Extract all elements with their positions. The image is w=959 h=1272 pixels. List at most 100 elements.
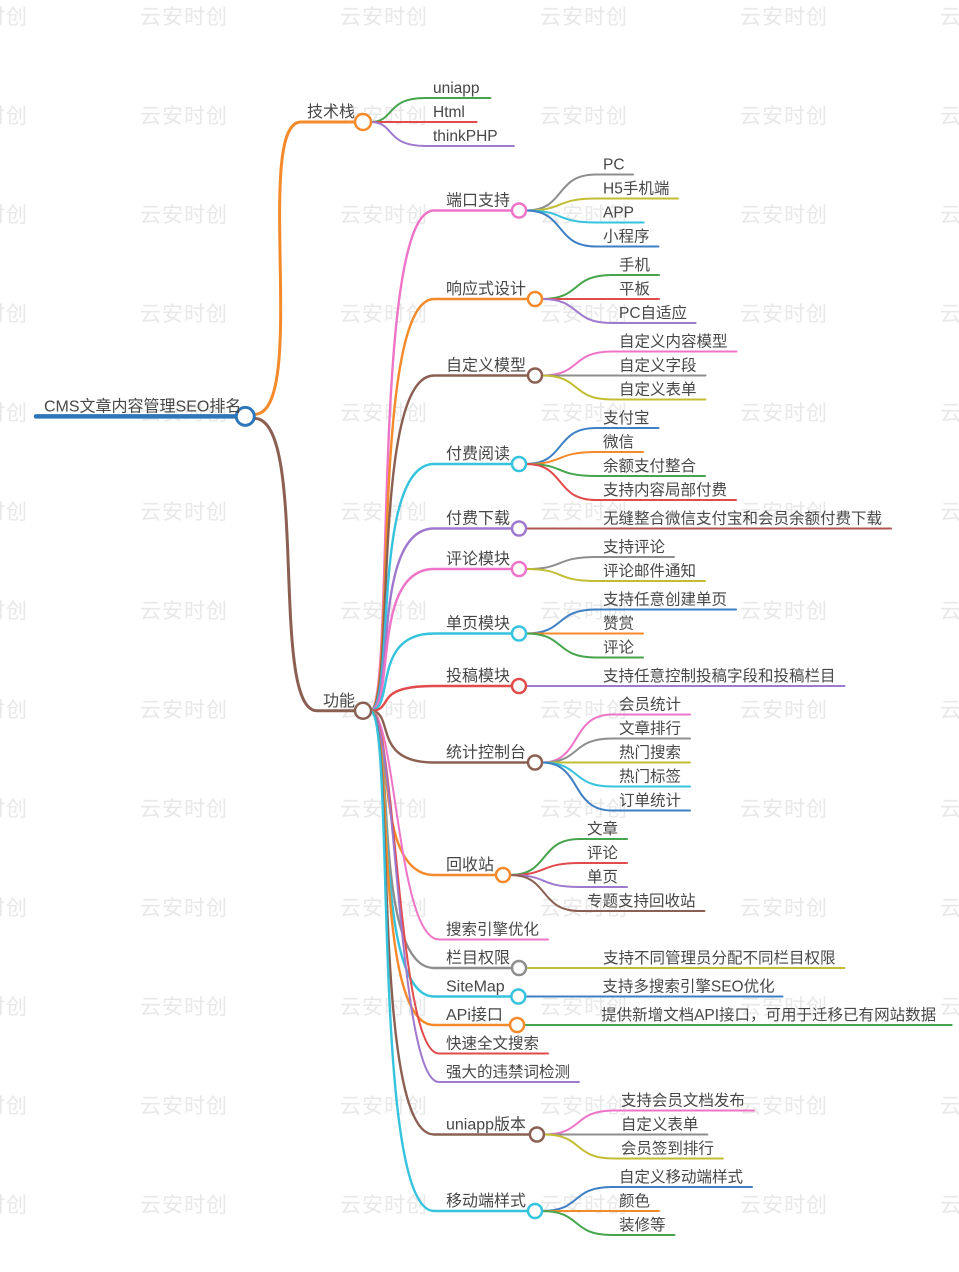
node-connector[interactable] [353, 112, 373, 132]
node-label[interactable]: SiteMap [446, 979, 505, 996]
mind-node[interactable]: 支持内容局部付费 [603, 481, 727, 499]
mind-node[interactable]: uniapp [433, 80, 480, 97]
mind-node[interactable]: 自定义内容模型 [619, 333, 728, 351]
node-label[interactable]: 搜索引擎优化 [446, 921, 539, 939]
mind-node[interactable]: 端口支持 [446, 192, 528, 219]
mind-node[interactable]: 自定义表单 [619, 381, 697, 399]
mind-node[interactable]: 赞赏 [603, 615, 634, 633]
mind-node[interactable]: PC [603, 157, 625, 174]
mind-node[interactable]: 支持不同管理员分配不同栏目权限 [603, 949, 836, 967]
node-label[interactable]: 小程序 [603, 228, 650, 246]
node-label[interactable]: 平板 [619, 280, 650, 298]
node-label[interactable]: 专题支持回收站 [587, 892, 696, 910]
mind-node[interactable]: 支持任意控制投稿字段和投稿栏目 [603, 666, 836, 685]
mind-node[interactable]: 搜索引擎优化 [446, 921, 539, 939]
mind-node[interactable]: 会员统计 [619, 696, 681, 714]
mind-node[interactable]: 热门搜索 [619, 744, 681, 762]
node-label[interactable]: 赞赏 [603, 615, 634, 633]
mind-node[interactable]: 订单统计 [619, 792, 681, 810]
node-connector[interactable] [510, 520, 528, 537]
mind-node[interactable]: 支持任意创建单页 [603, 590, 727, 609]
mind-node[interactable]: APi接口 [446, 1006, 526, 1034]
node-label[interactable]: 快速全文搜索 [446, 1035, 539, 1053]
node-label[interactable]: APP [603, 205, 634, 222]
node-label[interactable]: 自定义模型 [446, 357, 526, 375]
node-label[interactable]: 技术栈 [307, 103, 355, 121]
node-label[interactable]: 支持多搜索引擎SEO优化 [602, 978, 774, 996]
node-label[interactable]: 评论 [587, 844, 619, 862]
mind-node[interactable]: 评论邮件通知 [603, 562, 696, 580]
mind-node[interactable]: uniapp版本 [446, 1116, 546, 1143]
mind-node-branch[interactable]: 功能 [323, 692, 373, 720]
node-label[interactable]: 强大的违禁词检测 [446, 1063, 570, 1081]
node-connector[interactable] [234, 405, 256, 427]
mind-node[interactable]: SiteMap [446, 979, 527, 1005]
node-label[interactable]: APi接口 [446, 1006, 503, 1024]
node-connector[interactable] [510, 959, 528, 977]
mind-node[interactable]: 小程序 [603, 228, 650, 246]
node-label[interactable]: 移动端样式 [446, 1192, 526, 1210]
mind-node[interactable]: 颜色 [619, 1192, 650, 1210]
node-label[interactable]: 投稿模块 [446, 667, 510, 685]
mind-node-branch[interactable]: 技术栈 [307, 103, 373, 132]
node-label[interactable]: 支持任意控制投稿字段和投稿栏目 [603, 666, 836, 685]
node-label[interactable]: CMS文章内容管理SEO排名 [44, 397, 241, 415]
mind-node[interactable]: 装修等 [619, 1216, 666, 1234]
node-label[interactable]: H5手机端 [603, 180, 669, 198]
node-connector[interactable] [526, 754, 544, 771]
node-label[interactable]: 回收站 [446, 856, 494, 874]
mind-node-root[interactable]: CMS文章内容管理SEO排名 [33, 397, 256, 427]
node-label[interactable]: 自定义表单 [619, 381, 697, 399]
mind-node[interactable]: 支付宝 [603, 409, 650, 427]
mind-node[interactable]: 栏目权限 [446, 949, 528, 977]
node-label[interactable]: 提供新增文档API接口，可用于迁移已有网站数据 [601, 1006, 936, 1024]
node-label[interactable]: thinkPHP [433, 128, 498, 145]
node-label[interactable]: 手机 [619, 256, 651, 274]
mind-node[interactable]: 自定义字段 [619, 357, 697, 375]
node-label[interactable]: 响应式设计 [446, 279, 526, 298]
mind-node[interactable]: 自定义移动端样式 [619, 1168, 743, 1186]
node-label[interactable]: uniapp版本 [446, 1116, 526, 1134]
node-label[interactable]: 栏目权限 [446, 949, 510, 967]
node-label[interactable]: 文章 [587, 820, 618, 838]
node-label[interactable]: 自定义内容模型 [619, 333, 728, 351]
node-label[interactable]: 文章排行 [619, 720, 681, 738]
mind-node[interactable]: 平板 [619, 280, 650, 298]
node-connector[interactable] [510, 677, 528, 695]
mind-node[interactable]: 专题支持回收站 [587, 892, 696, 910]
node-label[interactable]: 评论 [603, 639, 635, 657]
mind-node[interactable]: 快速全文搜索 [446, 1035, 539, 1053]
node-label[interactable]: 自定义表单 [621, 1116, 699, 1134]
mind-node[interactable]: 投稿模块 [446, 667, 528, 695]
node-connector[interactable] [528, 1126, 546, 1143]
node-label[interactable]: 装修等 [619, 1216, 666, 1234]
node-connector[interactable] [510, 560, 528, 578]
mind-node[interactable]: Html [433, 104, 465, 121]
mind-node[interactable]: 付费阅读 [446, 445, 528, 473]
mind-node[interactable]: 文章 [587, 820, 618, 838]
mind-node[interactable]: thinkPHP [433, 128, 498, 145]
node-label[interactable]: PC [603, 157, 625, 174]
mind-node[interactable]: 移动端样式 [446, 1192, 544, 1220]
node-label[interactable]: 余额支付整合 [603, 456, 697, 475]
node-connector[interactable] [526, 290, 544, 308]
node-label[interactable]: 评论邮件通知 [603, 562, 696, 580]
mind-node[interactable]: 评论 [603, 639, 635, 657]
mind-node[interactable]: 支持多搜索引擎SEO优化 [602, 978, 774, 996]
node-connector[interactable] [510, 988, 527, 1005]
node-connector[interactable] [494, 866, 512, 884]
node-label[interactable]: 端口支持 [446, 192, 510, 210]
node-connector[interactable] [510, 455, 528, 473]
node-label[interactable]: 热门标签 [619, 768, 681, 786]
node-label[interactable]: 订单统计 [619, 792, 681, 810]
node-label[interactable]: 付费阅读 [446, 445, 510, 463]
node-label[interactable]: 评论模块 [446, 550, 510, 568]
node-label[interactable]: 自定义移动端样式 [619, 1168, 743, 1186]
mind-node[interactable]: 无缝整合微信支付宝和会员余额付费下载 [603, 509, 882, 528]
mind-node[interactable]: 统计控制台 [446, 744, 544, 771]
mind-node[interactable]: 回收站 [446, 856, 512, 884]
mind-node[interactable]: APP [603, 205, 634, 222]
node-label[interactable]: 支持会员文档发布 [621, 1092, 745, 1110]
mind-node[interactable]: 微信 [603, 433, 634, 451]
node-label[interactable]: 支付宝 [603, 409, 650, 427]
